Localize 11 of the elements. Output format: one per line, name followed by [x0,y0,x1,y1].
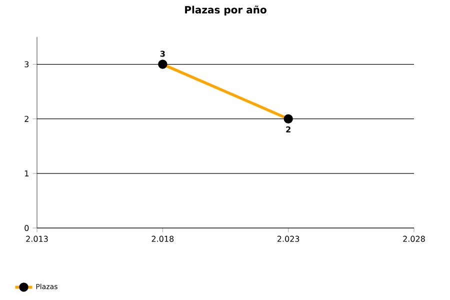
x-tick-label: 2.013 [26,236,48,242]
y-tick-label: 3 [24,61,29,68]
x-tick-label: 2.018 [152,236,174,242]
x-tick-label: 2.028 [403,236,425,242]
y-tick-label: 2 [24,116,28,122]
chart-title: Plazas por año [185,6,266,16]
x-tick-label: 2.023 [277,236,300,242]
data-label: 2 [286,126,290,132]
data-label: 3 [160,50,165,57]
y-tick-label: 0 [24,224,29,232]
y-tick-label: 1 [24,170,28,176]
